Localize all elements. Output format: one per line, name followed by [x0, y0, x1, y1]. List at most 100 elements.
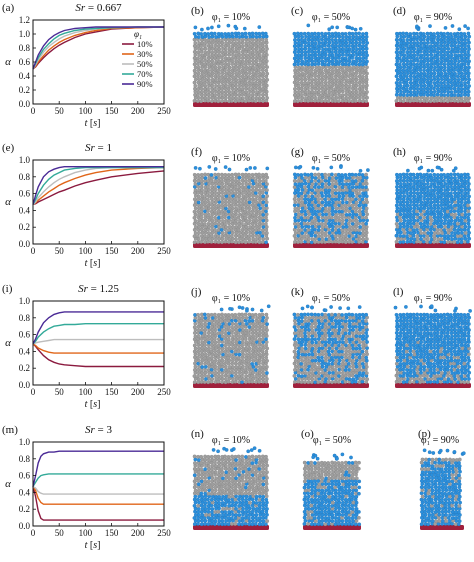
grey-particle: [344, 65, 349, 70]
grey-particle: [254, 349, 258, 354]
blue-particle: [226, 32, 231, 36]
grey-particle: [192, 374, 197, 378]
blue-particle: [443, 71, 448, 76]
blue-particle: [331, 200, 335, 205]
grey-particle: [240, 343, 245, 348]
blue-particle: [408, 32, 413, 36]
grey-particle: [333, 367, 338, 372]
blue-particle: [439, 200, 444, 204]
grey-particle: [306, 239, 311, 244]
grey-particle: [240, 38, 245, 42]
blue-particle: [449, 62, 454, 67]
blue-particle: [405, 371, 410, 375]
blue-particle: [240, 516, 245, 520]
blue-particle: [199, 331, 204, 335]
blue-particle: [428, 318, 433, 323]
blue-particle: [466, 334, 471, 339]
grey-particle: [304, 65, 308, 70]
grey-particle: [227, 188, 232, 192]
blue-particle: [460, 200, 464, 205]
blue-particle: [358, 371, 362, 375]
blue-particle: [408, 373, 413, 378]
grey-particle: [257, 355, 262, 360]
blue-particle: [398, 221, 403, 226]
grey-particle: [310, 364, 315, 369]
blue-particle: [230, 31, 234, 36]
blue-particle: [404, 87, 409, 91]
blue-particle: [307, 47, 312, 51]
blue-particle: [411, 312, 416, 317]
blue-particle: [452, 197, 457, 202]
grey-particle: [320, 228, 324, 232]
grey-particle: [355, 65, 359, 70]
blue-particle: [405, 212, 410, 217]
blue-particle: [293, 165, 298, 170]
blue-particle: [237, 513, 242, 517]
snapshot-phi-label: φ₁ = 10%: [212, 293, 250, 304]
grey-particle: [344, 227, 348, 232]
grey-particle: [227, 206, 232, 211]
grey-particle: [243, 99, 248, 104]
grey-particle: [354, 80, 358, 85]
grey-particle: [405, 364, 410, 369]
grey-particle: [303, 185, 307, 190]
blue-particle: [459, 209, 464, 214]
grey-particle: [203, 179, 207, 183]
blue-particle: [398, 355, 403, 360]
grey-particle: [261, 377, 266, 381]
blue-particle: [395, 59, 400, 64]
y-tick-label: 0.4: [19, 487, 31, 497]
blue-particle: [317, 237, 322, 242]
grey-particle: [428, 222, 433, 226]
grey-particle: [313, 172, 318, 177]
blue-particle: [244, 35, 249, 39]
grey-particle: [258, 77, 263, 82]
blue-particle: [442, 80, 446, 85]
grey-particle: [351, 71, 356, 76]
blue-particle: [192, 503, 197, 508]
blue-particle: [459, 337, 463, 342]
blue-particle: [255, 506, 259, 511]
grey-particle: [220, 334, 225, 339]
grey-particle: [303, 361, 307, 366]
blue-particle: [299, 221, 304, 226]
grey-particle: [207, 47, 212, 52]
blue-particle: [300, 352, 305, 357]
grey-particle: [432, 240, 436, 244]
grey-particle: [327, 80, 331, 85]
blue-particle: [409, 41, 413, 45]
grey-particle: [462, 361, 467, 366]
blue-particle: [354, 334, 359, 338]
blue-particle: [326, 349, 331, 354]
grey-particle: [244, 65, 249, 70]
grey-particle: [264, 343, 269, 348]
grey-particle: [261, 328, 266, 332]
grey-particle: [338, 188, 342, 192]
blue-particle: [357, 172, 362, 177]
blue-particle: [292, 312, 297, 317]
grey-particle: [244, 175, 249, 180]
grey-particle: [248, 371, 252, 375]
blue-particle: [224, 519, 229, 523]
blue-particle: [418, 172, 423, 177]
particle-snapshot: (l)φ₁ = 90%: [393, 286, 472, 388]
blue-particle: [240, 380, 244, 384]
grey-particle: [343, 240, 348, 245]
blue-particle: [358, 231, 362, 235]
grey-particle: [193, 334, 198, 339]
grey-particle: [197, 96, 201, 100]
grey-particle: [292, 318, 297, 323]
blue-particle: [452, 43, 457, 48]
blue-particle: [250, 31, 255, 36]
grey-particle: [250, 379, 255, 384]
grey-particle: [240, 56, 245, 60]
blue-particle: [422, 83, 427, 88]
grey-particle: [197, 218, 202, 223]
blue-particle: [224, 206, 228, 211]
blue-particle: [428, 87, 433, 91]
blue-particle: [200, 365, 205, 369]
blue-particle: [348, 53, 352, 58]
grey-particle: [303, 371, 308, 375]
grey-particle: [202, 222, 207, 226]
grey-particle: [227, 200, 232, 204]
